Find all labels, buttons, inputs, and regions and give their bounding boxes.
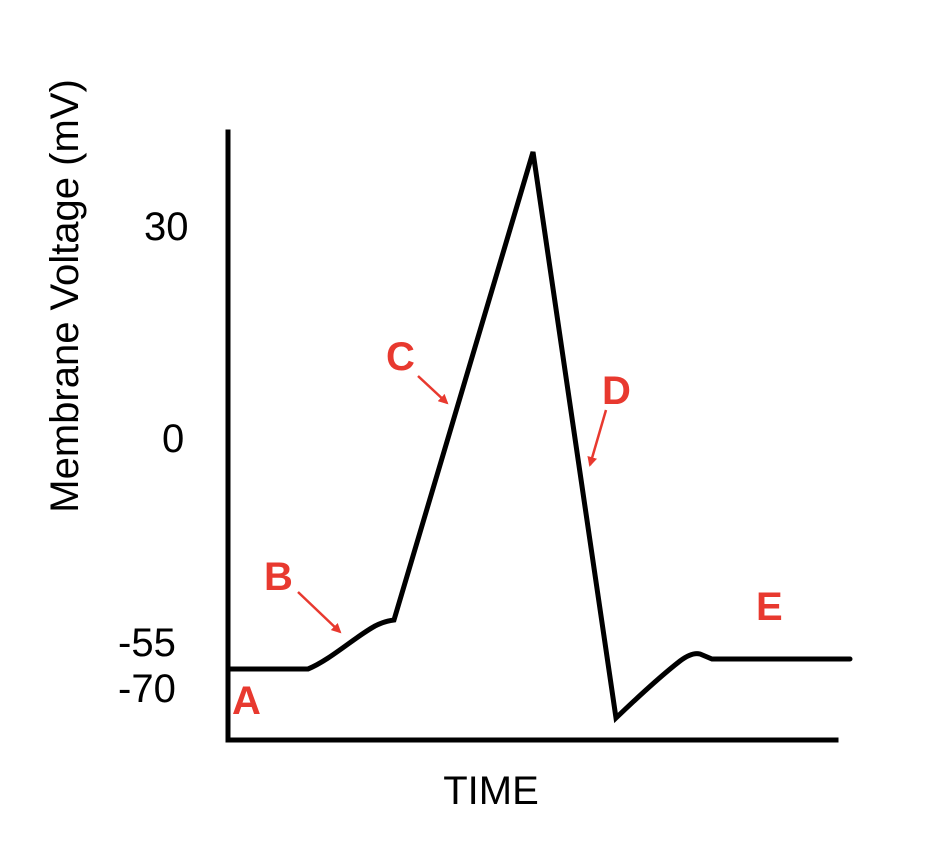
x-axis-title: TIME [443,769,539,813]
pointer-arrow-c [417,375,449,405]
y-tick-neg70: -70 [118,667,176,711]
y-tick-30: 30 [144,205,189,249]
phase-label-e: E [756,585,783,629]
y-tick-neg55: -55 [118,621,176,665]
phase-label-c: C [386,335,415,379]
action-potential-trace [227,151,853,724]
phase-label-a: A [232,679,261,723]
phase-label-d: D [602,369,631,413]
y-axis-title: Membrane Voltage (mV) [43,79,87,513]
phase-label-b: B [264,555,293,599]
pointer-arrow-d [587,409,608,467]
y-tick-0: 0 [162,417,184,461]
pointer-arrow-b [297,591,342,634]
